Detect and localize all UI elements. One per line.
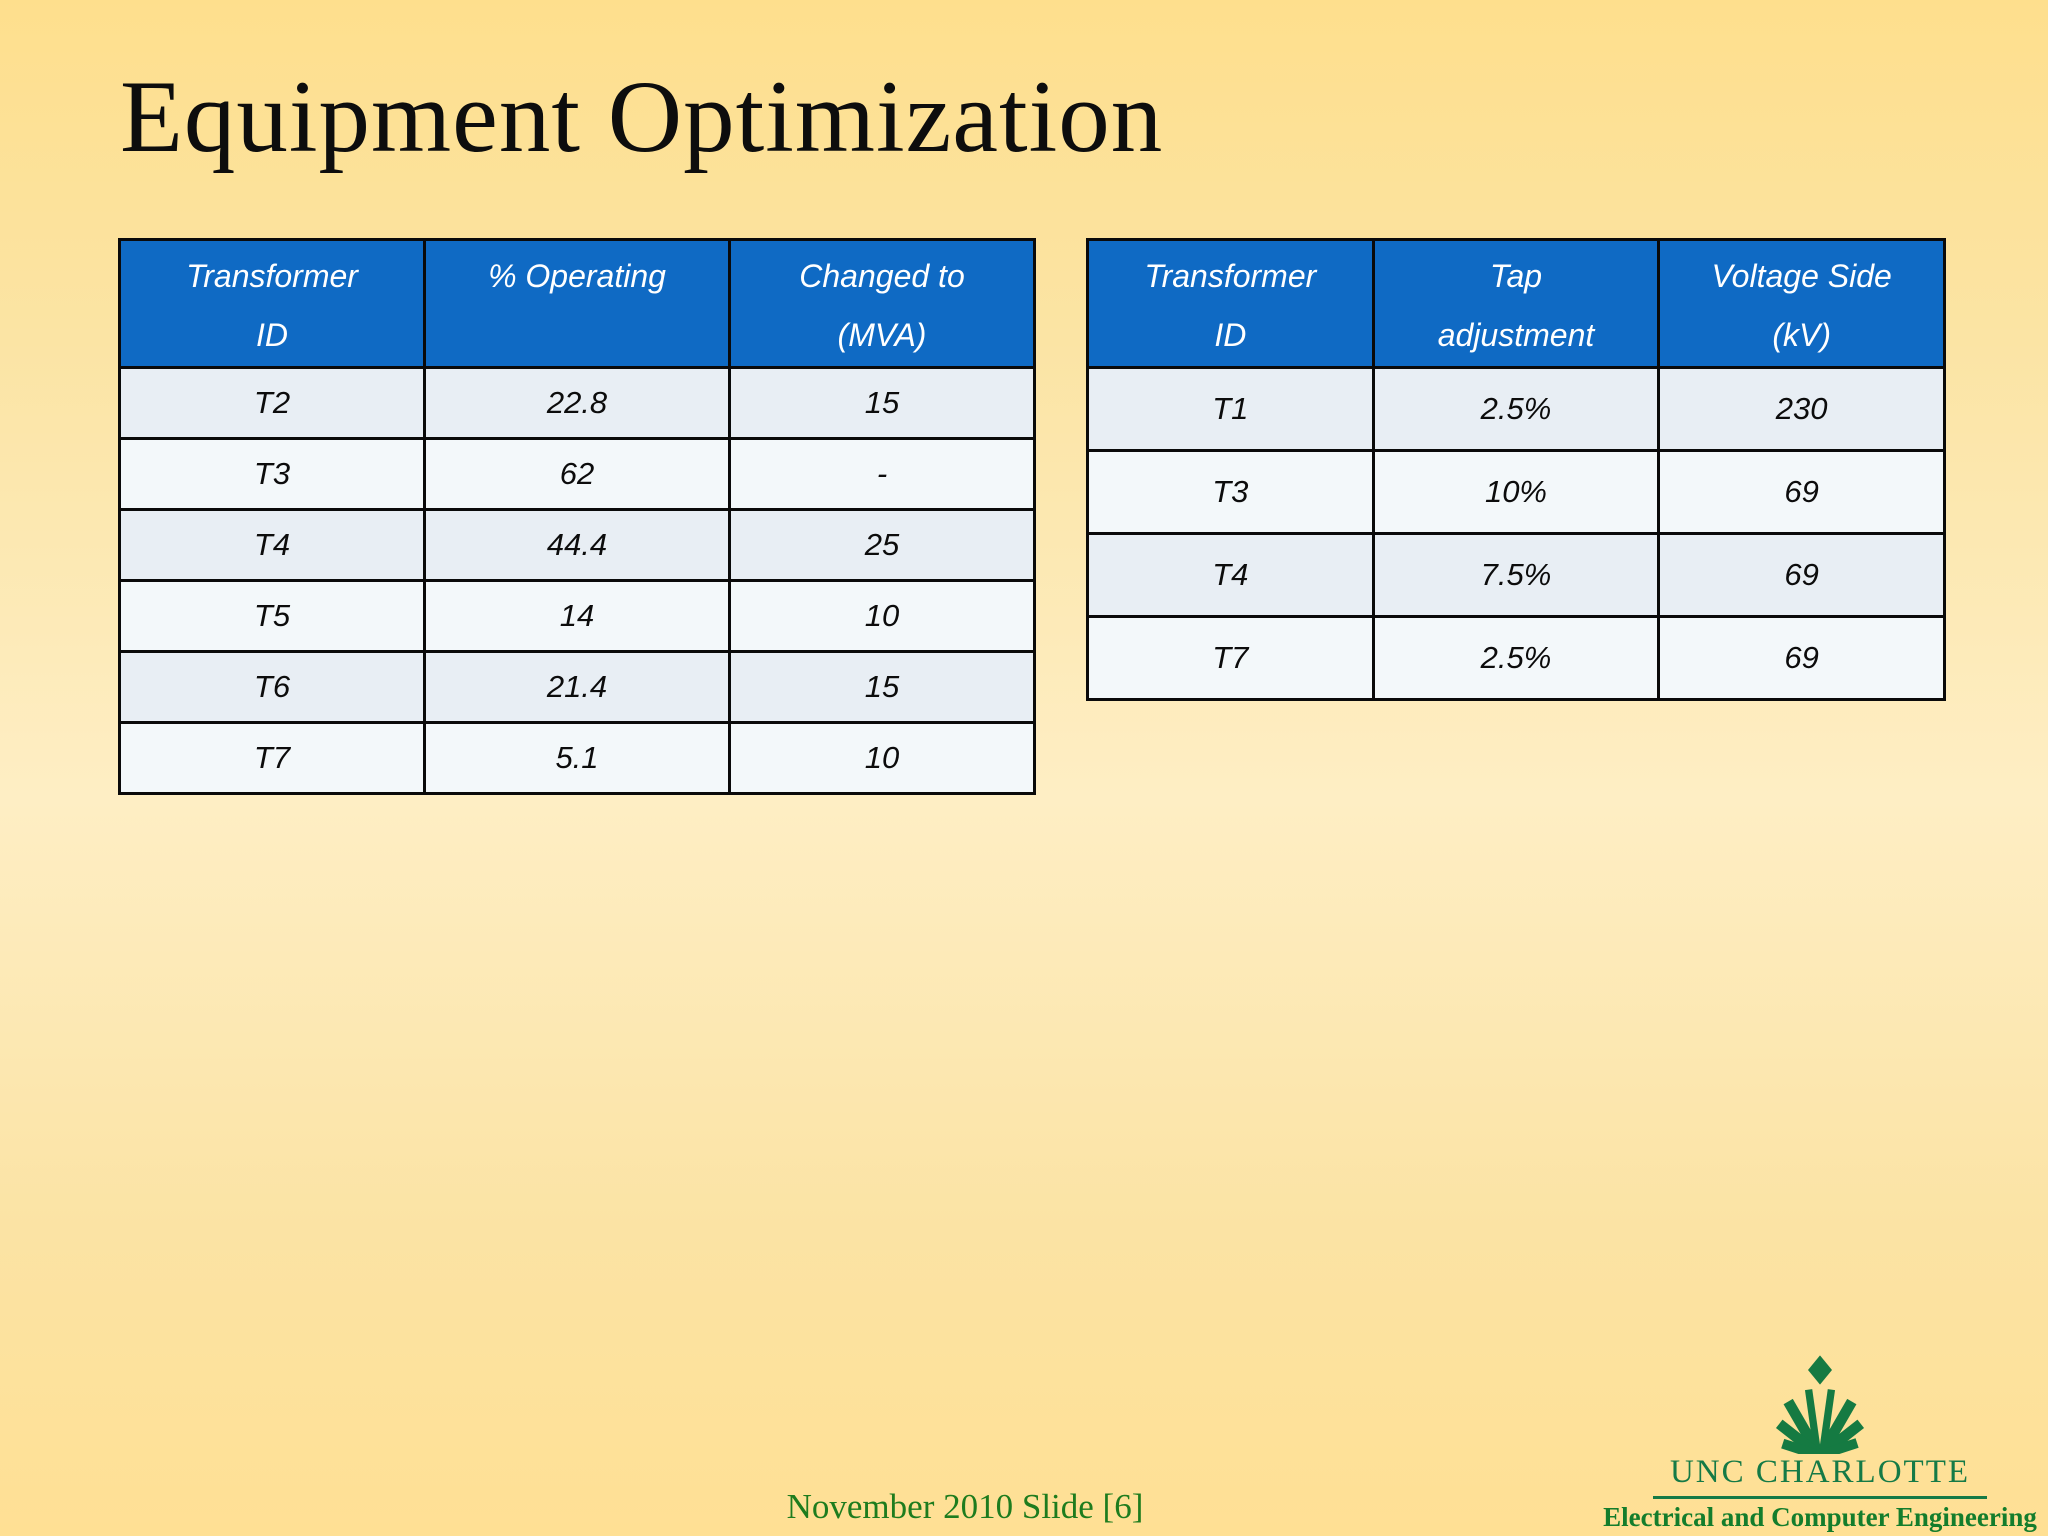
table-cell: 15: [728, 366, 1036, 440]
slide-footer: November 2010 Slide [6]: [786, 1487, 1144, 1526]
column-header: Transformer ID: [118, 238, 426, 369]
table-cell: T7: [1086, 615, 1375, 701]
table-row: T3 10% 69: [1086, 449, 1946, 535]
column-header: % Operating: [423, 238, 731, 369]
table-cell: 62: [423, 437, 731, 511]
table-cell: T6: [118, 650, 426, 724]
table-cell: 2.5%: [1371, 366, 1661, 452]
table-header-row: Transformer ID Tap adjustment Voltage Side (k…: [1086, 238, 1946, 369]
table-header-row: Transformer ID% Operating Changed to (MVA): [118, 238, 1036, 369]
table-cell: T4: [118, 508, 426, 582]
table-cell: T7: [118, 721, 426, 795]
table-row: T2 22.8 15: [118, 366, 1036, 440]
table-cell: 22.8: [423, 366, 731, 440]
table-row: T6 21.4 15: [118, 650, 1036, 724]
transformer-loading-table: Transformer ID% Operating Changed to (MVA) …: [118, 238, 1036, 795]
column-header: Changed to (MVA): [728, 238, 1036, 369]
table-row: T3 62-: [118, 437, 1036, 511]
logo-department-name: Electrical and Computer Engineering: [1603, 1502, 2037, 1532]
tap-adjustment-table: Transformer ID Tap adjustment Voltage Side (k…: [1086, 238, 1946, 701]
table-row: T4 7.5% 69: [1086, 532, 1946, 618]
table-row: T7 5.1 10: [118, 721, 1036, 795]
column-header: Transformer ID: [1086, 238, 1375, 369]
table-cell: 230: [1657, 366, 1946, 452]
table-cell: -: [728, 437, 1036, 511]
table-cell: T5: [118, 579, 426, 653]
table-cell: T2: [118, 366, 426, 440]
table-cell: 69: [1657, 449, 1946, 535]
table-cell: 2.5%: [1371, 615, 1661, 701]
table-cell: 14: [423, 579, 731, 653]
logo-org-name: UNC CHARLOTTE: [1669, 1454, 1971, 1490]
table-cell: T4: [1086, 532, 1375, 618]
column-header: Tap adjustment: [1371, 238, 1661, 369]
table-cell: T3: [118, 437, 426, 511]
table-cell: 21.4: [423, 650, 731, 724]
table-row: T4 44.4 25: [118, 508, 1036, 582]
table-cell: 10: [728, 721, 1036, 795]
table-row: T1 2.5% 230: [1086, 366, 1946, 452]
unc-charlotte-crown-icon: [1775, 1355, 1865, 1454]
logo-org-underline: UNC CHARLOTTE: [1653, 1454, 1987, 1499]
table-cell: 69: [1657, 615, 1946, 701]
table-row: T5 14 10: [118, 579, 1036, 653]
table-cell: 15: [728, 650, 1036, 724]
table-cell: T1: [1086, 366, 1375, 452]
table-cell: 7.5%: [1371, 532, 1661, 618]
page-title: Equipment Optimization: [120, 60, 1164, 174]
column-header: Voltage Side (kV): [1657, 238, 1946, 369]
table-cell: 44.4: [423, 508, 731, 582]
table-row: T7 2.5% 69: [1086, 615, 1946, 701]
table-cell: 5.1: [423, 721, 731, 795]
unc-charlotte-logo: UNC CHARLOTTE Electrical and Computer En…: [1600, 1354, 2040, 1533]
table-cell: 10: [728, 579, 1036, 653]
table-cell: 69: [1657, 532, 1946, 618]
table-cell: 25: [728, 508, 1036, 582]
table-cell: 10%: [1371, 449, 1661, 535]
table-cell: T3: [1086, 449, 1375, 535]
